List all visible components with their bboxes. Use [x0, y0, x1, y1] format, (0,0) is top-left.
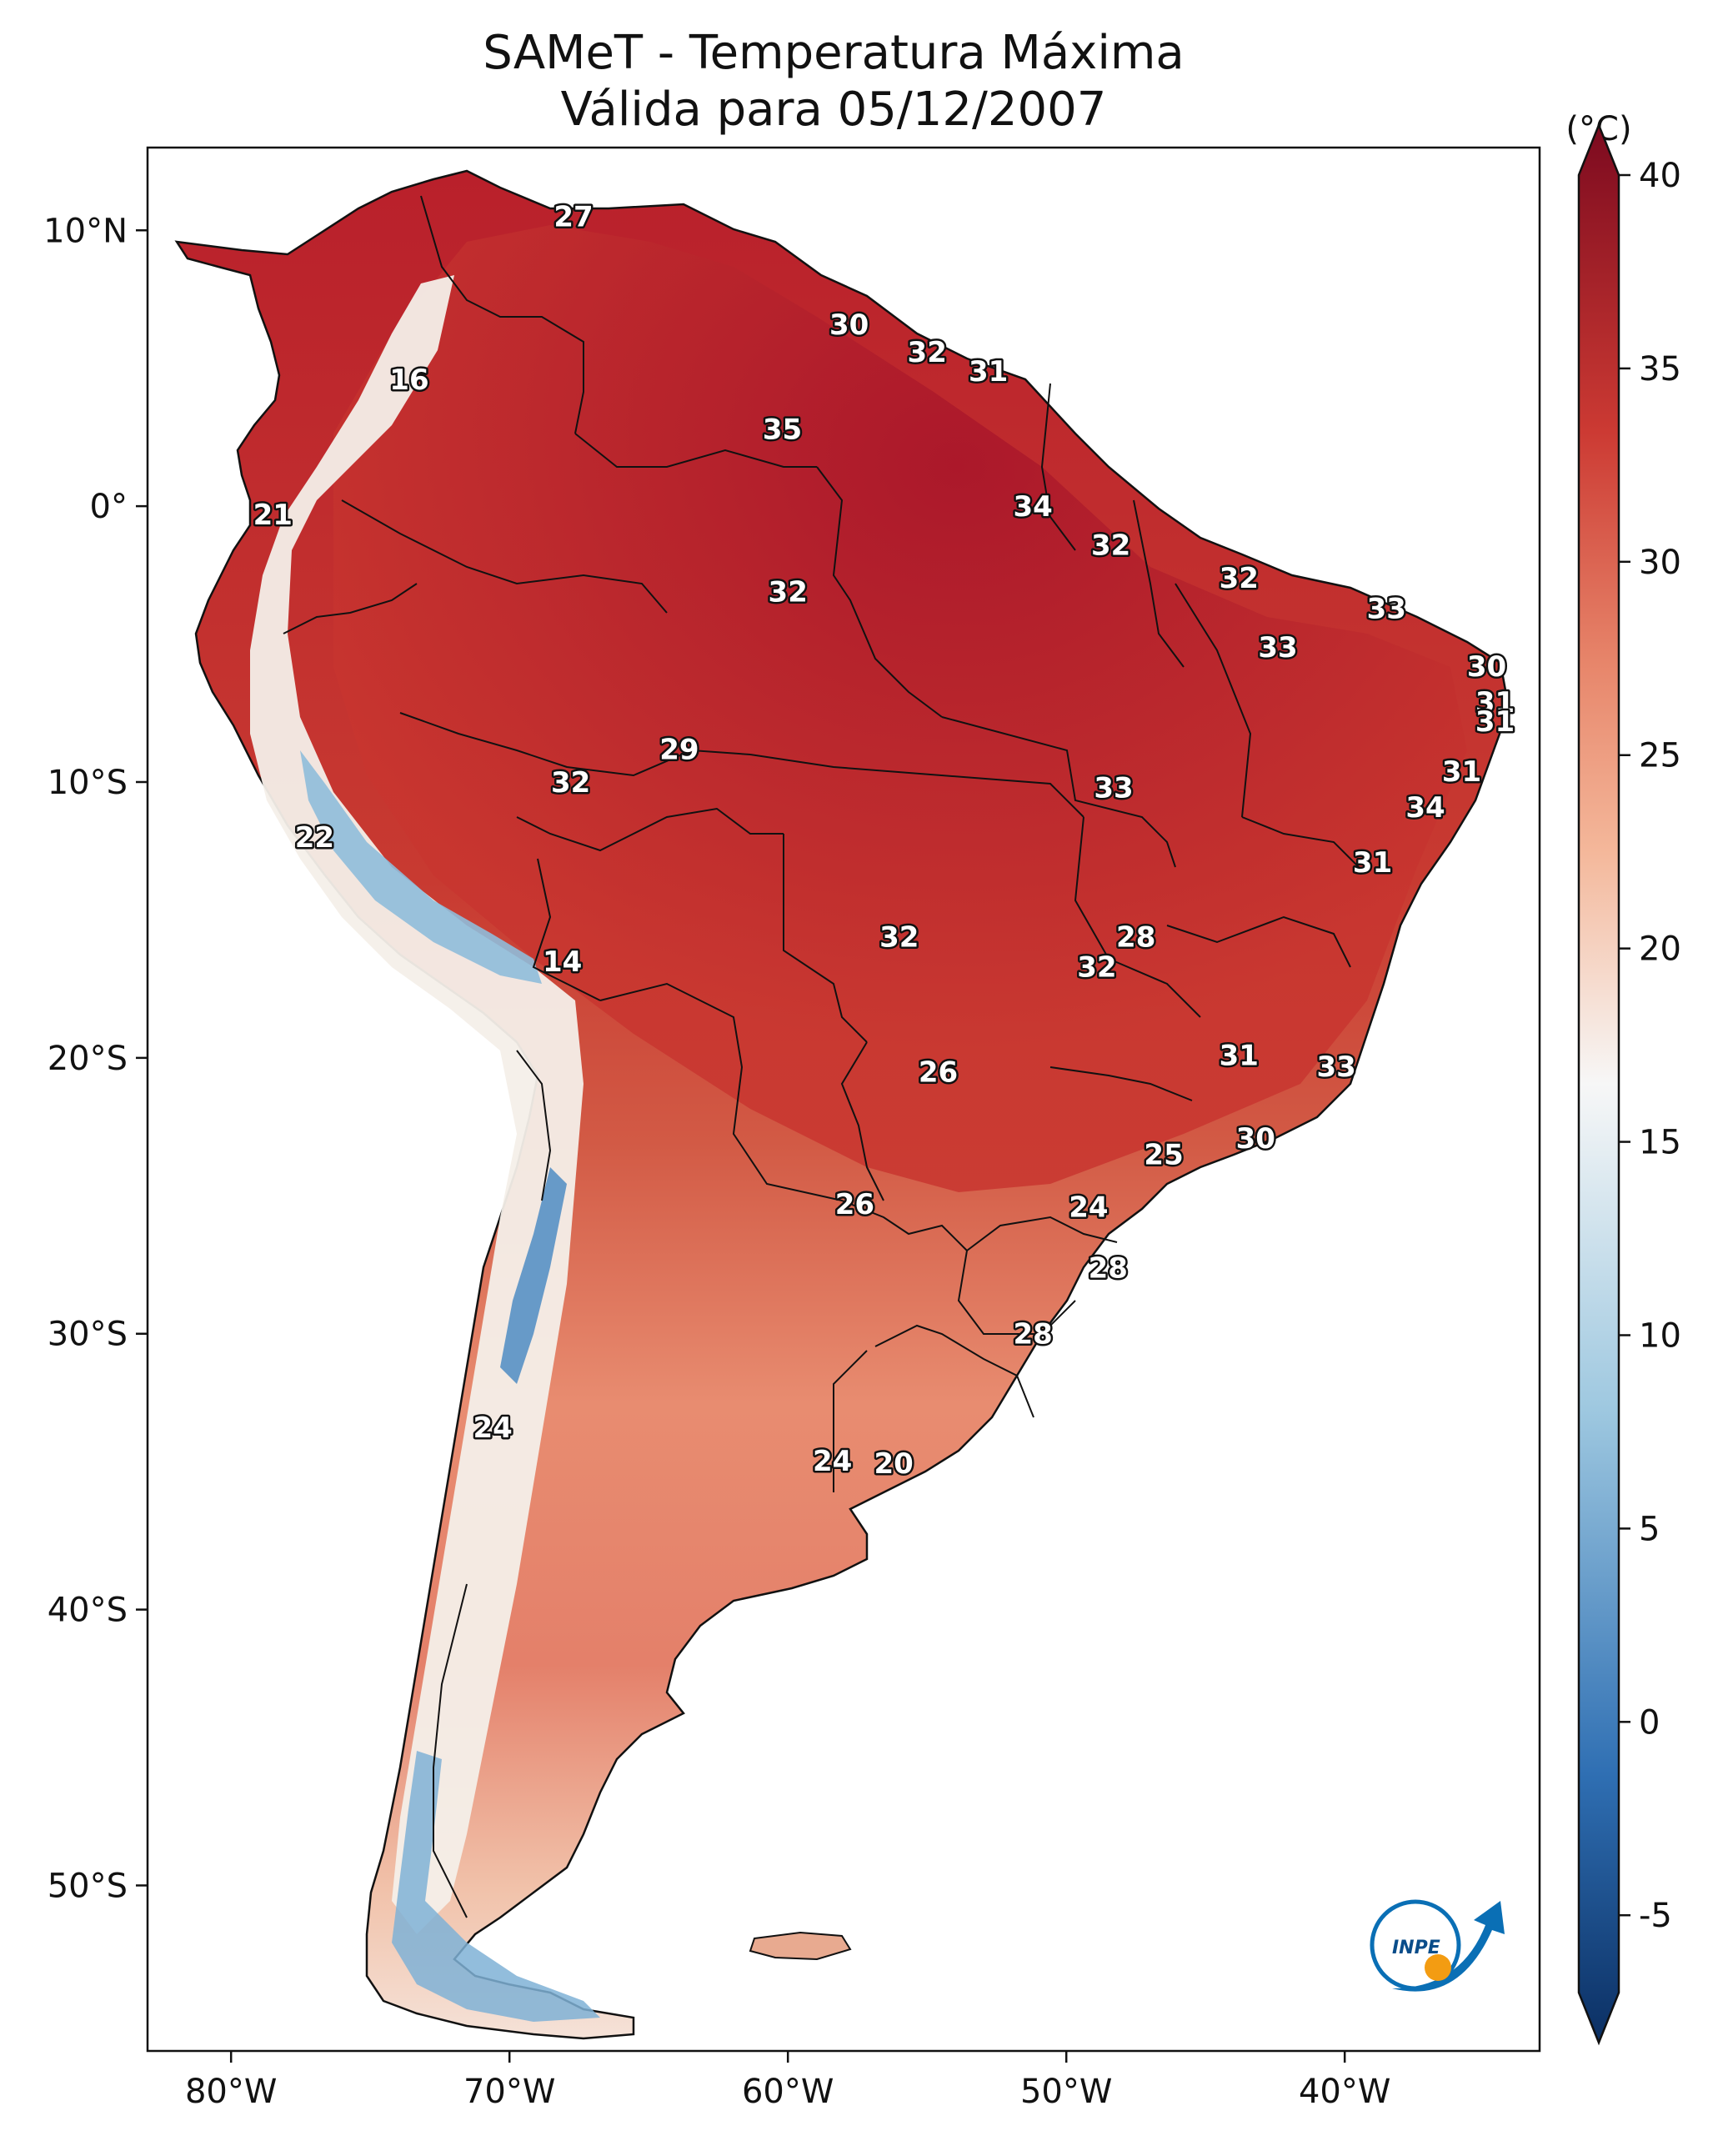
station-value-label: 31	[1475, 705, 1515, 739]
logo-sun-icon	[1425, 1954, 1451, 1981]
station-value-label: 28	[1013, 1318, 1052, 1351]
andes-blue-south	[500, 1167, 567, 1384]
colorbar-tick-label: 20	[1639, 930, 1681, 969]
colorbar-tick-label: 30	[1639, 544, 1681, 582]
country-borders	[283, 195, 1360, 1918]
y-tick-label: 0°	[90, 488, 128, 526]
station-value-label: 28	[1116, 920, 1155, 954]
colorbar-tick-label: 5	[1639, 1510, 1660, 1548]
map-frame	[146, 146, 1541, 2053]
station-value-label: 24	[813, 1445, 852, 1478]
x-tick-label: 50°W	[1020, 2073, 1112, 2111]
colorbar-tick-label: 10	[1639, 1316, 1681, 1355]
x-tick-label: 40°W	[1299, 2073, 1390, 2111]
x-tick-label: 70°W	[463, 2073, 555, 2111]
station-value-label: 28	[1089, 1251, 1128, 1285]
station-value-label: 20	[874, 1447, 913, 1481]
x-tick-label: 60°W	[742, 2073, 834, 2111]
station-value-label: 31	[1353, 846, 1392, 880]
station-value-label: 34	[1013, 490, 1052, 524]
station-value-label: 33	[1317, 1050, 1356, 1084]
map-panel: 80°W 70°W 60°W 50°W 40°W 10°N 0° 10°S 20°S 30°S 4…	[43, 146, 1541, 2111]
title-line-2: Válida para 05/12/2007	[561, 83, 1107, 137]
x-tick-label: 80°W	[185, 2073, 277, 2111]
colorbar-tick-label: 25	[1639, 737, 1681, 775]
station-value-label: 24	[473, 1411, 512, 1445]
station-value-label: 14	[543, 945, 582, 979]
temperature-field	[174, 169, 1510, 2040]
station-value-label: 25	[1144, 1139, 1183, 1172]
colorbar-tick-label: 0	[1639, 1703, 1660, 1742]
colorbar-tick-label: 40	[1639, 157, 1681, 195]
colorbar-ticks: 40 35 30 25 20 15 10 5 0 -5	[1619, 157, 1681, 1935]
title-line-1: SAMeT - Temperatura Máxima	[483, 26, 1185, 80]
station-value-label: 35	[763, 413, 802, 446]
x-axis-ticks: 80°W 70°W 60°W 50°W 40°W	[185, 2051, 1390, 2111]
y-tick-label: 10°S	[48, 764, 128, 802]
andes-blue-core	[300, 750, 542, 984]
station-value-label: 33	[1094, 772, 1133, 805]
station-value-label: 29	[659, 733, 699, 766]
falkland-islands	[749, 1931, 852, 1961]
station-value-label: 24	[1069, 1191, 1108, 1225]
station-value-label: 16	[389, 364, 428, 397]
station-value-label: 27	[553, 201, 593, 234]
y-axis-ticks: 10°N 0° 10°S 20°S 30°S 40°S 50°S	[43, 212, 148, 1905]
station-value-label: 26	[919, 1055, 958, 1089]
andes-cool-band	[250, 275, 584, 1934]
colorbar-tick-label: 35	[1639, 350, 1681, 389]
station-value-label: 31	[1220, 1040, 1259, 1073]
station-value-label: 22	[295, 821, 334, 855]
colorbar-tick-label: 15	[1639, 1124, 1681, 1162]
inpe-logo: INPE	[1370, 1899, 1505, 1992]
patagonia-blue	[392, 1751, 600, 2022]
station-value-label: 31	[1442, 755, 1481, 789]
station-value-label: 31	[1475, 686, 1515, 720]
station-value-label: 32	[1091, 529, 1130, 562]
station-value-label: 26	[835, 1188, 874, 1221]
station-value-label: 30	[829, 308, 869, 342]
colorbar-body	[1577, 122, 1620, 2046]
station-value-label: 30	[1236, 1122, 1275, 1156]
station-value-label: 32	[1077, 951, 1116, 985]
station-value-label: 33	[1367, 593, 1406, 626]
station-value-label: 33	[1258, 631, 1297, 664]
station-value-label: 32	[769, 576, 808, 609]
y-tick-label: 20°S	[48, 1040, 128, 1078]
logo-text: INPE	[1392, 1938, 1440, 1958]
y-tick-label: 50°S	[48, 1867, 128, 1905]
station-value-label: 32	[551, 766, 590, 800]
logo-swoosh-icon	[1392, 1901, 1505, 1992]
y-tick-label: 40°S	[48, 1592, 128, 1630]
station-value-label: 32	[908, 336, 947, 369]
colorbar-tick-label: -5	[1639, 1897, 1672, 1935]
y-tick-label: 30°S	[48, 1316, 128, 1354]
station-value-label: 34	[1405, 791, 1445, 825]
y-tick-label: 10°N	[43, 212, 128, 250]
station-value-label: 30	[1467, 650, 1506, 684]
station-value-label: 21	[253, 499, 293, 532]
station-value-label: 32	[879, 920, 919, 954]
station-value-label: 32	[1220, 562, 1259, 595]
station-value-label: 31	[969, 355, 1008, 389]
